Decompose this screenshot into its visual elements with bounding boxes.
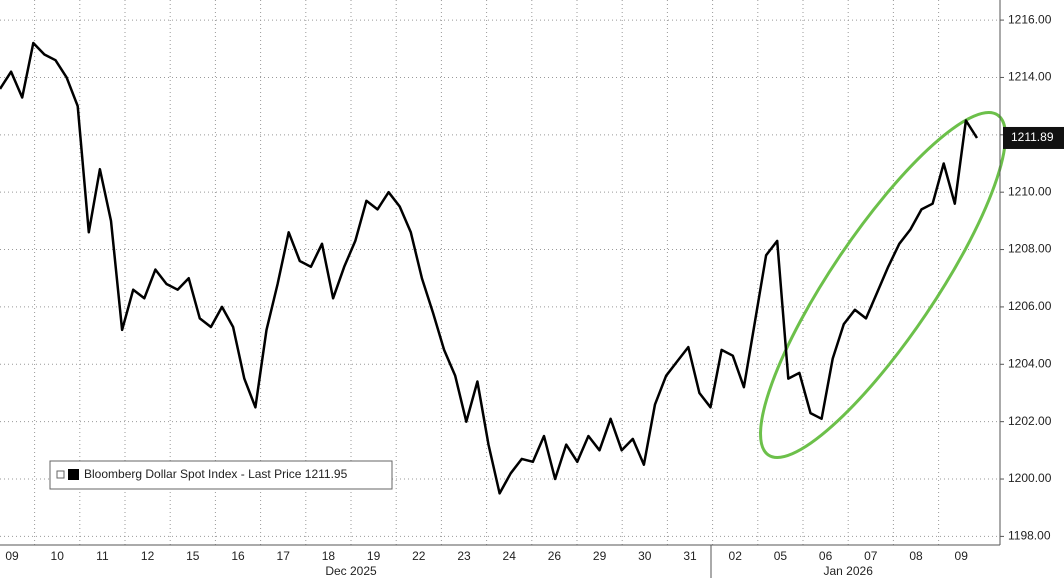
- legend-label: Bloomberg Dollar Spot Index - Last Price…: [84, 467, 348, 481]
- legend-swatch: [68, 469, 79, 480]
- x-tick-label: 16: [231, 549, 245, 563]
- price-line: [0, 41, 979, 495]
- x-tick-label: 02: [729, 549, 743, 563]
- y-tick-label: 1214.00: [1008, 70, 1052, 84]
- x-tick-label: 11: [96, 549, 109, 563]
- x-tick-label: 22: [412, 549, 426, 563]
- y-tick-label: 1204.00: [1008, 356, 1052, 370]
- y-tick-label: 1200.00: [1008, 471, 1052, 485]
- y-tick-label: 1198.00: [1008, 529, 1051, 543]
- highlight-ellipse: [759, 111, 1007, 459]
- last-price-label: 1211.89: [1011, 130, 1054, 144]
- x-tick-label: 23: [457, 549, 471, 563]
- y-tick-label: 1202.00: [1008, 414, 1052, 428]
- grid: [0, 0, 1000, 545]
- x-tick-label: 29: [593, 549, 607, 563]
- legend-box: [49, 460, 393, 490]
- x-tick-label: 08: [909, 549, 923, 563]
- month-label: Jan 2026: [824, 564, 874, 578]
- y-tick-label: 1210.00: [1008, 184, 1052, 198]
- y-tick-label: 1216.00: [1008, 12, 1052, 26]
- x-tick-label: 15: [186, 549, 200, 563]
- legend-value: 1211.95: [305, 467, 348, 481]
- x-tick-label: 06: [819, 549, 833, 563]
- x-tick-label: 17: [277, 549, 291, 563]
- x-tick-label: 09: [955, 549, 969, 563]
- x-tick-label: 10: [51, 549, 65, 563]
- x-tick-label: 09: [5, 549, 19, 563]
- last-price-badge: [1003, 126, 1064, 149]
- x-tick-label: 30: [638, 549, 652, 563]
- x-tick-label: 18: [322, 549, 336, 563]
- x-tick-label: 31: [683, 549, 697, 563]
- legend-name: Bloomberg Dollar Spot Index - Last Price: [84, 467, 302, 481]
- legend: Bloomberg Dollar Spot Index - Last Price…: [49, 460, 393, 490]
- x-tick-label: 26: [548, 549, 562, 563]
- y-tick-label: 1208.00: [1008, 242, 1052, 256]
- x-tick-label: 05: [774, 549, 788, 563]
- x-tick-label: 24: [503, 549, 517, 563]
- y-tick-label: 1206.00: [1008, 299, 1052, 313]
- x-tick-label: 07: [864, 549, 878, 563]
- month-label: Dec 2025: [325, 564, 377, 578]
- legend-toggle: [56, 470, 65, 479]
- x-tick-label: 12: [141, 549, 155, 563]
- x-tick-label: 19: [367, 549, 381, 563]
